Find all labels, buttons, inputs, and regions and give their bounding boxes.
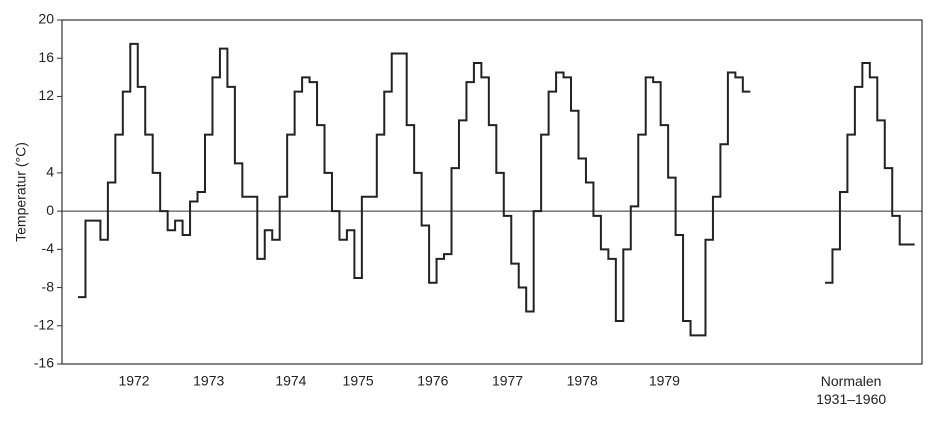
y-tick-label: 0 [46, 202, 54, 218]
y-tick-label: 4 [46, 164, 54, 180]
x-tick-label: 1976 [417, 373, 448, 389]
y-tick-label: 12 [38, 87, 54, 103]
x-tick-label-line: 1931–1960 [816, 391, 886, 407]
x-tick-label: 1973 [193, 373, 224, 389]
plot-frame [61, 19, 923, 365]
x-tick-label: 1975 [343, 373, 374, 389]
y-axis-label: Temperatur (°C) [13, 142, 29, 242]
x-tick-label: 1978 [567, 373, 598, 389]
y-tick-label: -4 [42, 240, 55, 256]
x-tick-label: Normalen 1931–1960 [816, 373, 886, 407]
x-tick-label: 1972 [118, 373, 149, 389]
x-tick-label: 1974 [275, 373, 306, 389]
x-tick-label-line: Normalen [821, 373, 882, 389]
y-tick-label: -16 [34, 355, 54, 371]
x-tick-label: 1977 [492, 373, 523, 389]
temperature-line [78, 42, 915, 337]
y-tick-label: -8 [42, 278, 55, 294]
x-tick-label: 1979 [649, 373, 680, 389]
y-tick-label: -12 [34, 316, 54, 332]
y-tick-label: 16 [38, 49, 54, 65]
y-tick-label: 20 [38, 11, 54, 27]
